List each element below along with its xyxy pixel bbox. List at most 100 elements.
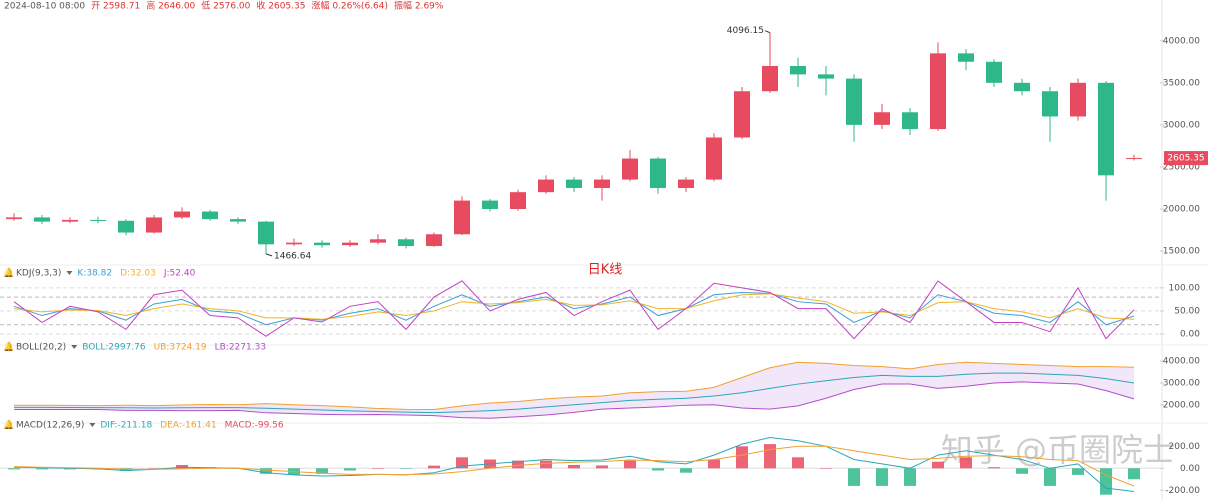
low-annotation: 1466.64 — [274, 251, 311, 261]
macd-bar — [316, 468, 328, 474]
y-tick-label: 100.00 — [1169, 283, 1201, 293]
candle-body — [342, 242, 358, 246]
candle-body — [314, 242, 330, 246]
indicator-title: KDJ(9,3,3) — [16, 269, 61, 279]
y-tick-label: 4000.00 — [1163, 357, 1200, 367]
high-annotation: 4096.15 — [727, 26, 764, 36]
candle-body — [538, 179, 554, 193]
candle-body — [230, 219, 246, 222]
macd-bar — [596, 465, 608, 469]
macd-bar — [568, 465, 580, 469]
annotation-line — [265, 253, 273, 257]
legend-icon: 🔔 — [3, 268, 14, 279]
macd-bar — [904, 468, 916, 486]
macd-bar — [624, 460, 636, 469]
candle-body — [1042, 91, 1058, 117]
annotation-line — [764, 30, 771, 34]
candle-body — [286, 242, 302, 245]
header-item: 收 2605.35 — [256, 0, 305, 12]
y-tick-label: 200.00 — [1169, 442, 1201, 452]
candle-body — [706, 137, 722, 180]
header-datetime: 2024-08-10 08:00 — [4, 2, 85, 12]
candle-body — [426, 234, 442, 247]
macd-bar — [64, 468, 76, 470]
candle-body — [510, 192, 526, 210]
macd-bar — [1044, 468, 1056, 486]
candle-body — [146, 217, 162, 233]
candle-body — [902, 112, 918, 130]
candle-body — [118, 220, 134, 233]
chart-title: 日K线 — [588, 263, 623, 278]
candle-body — [650, 158, 666, 188]
macd-bar — [344, 468, 356, 471]
legend-entry: BOLL:2997.76 — [82, 343, 146, 353]
header-item: 开 2598.71 — [91, 1, 140, 12]
candle-body — [174, 211, 190, 218]
macd-bar — [764, 444, 776, 469]
y-tick-label: 0.00 — [1180, 330, 1200, 340]
candle-body — [454, 200, 470, 235]
candle-body — [930, 53, 946, 130]
legend-entry: DIF:-211.18 — [100, 421, 152, 431]
header-item: 振幅 2.69% — [394, 0, 444, 12]
macd-bar — [876, 468, 888, 486]
legend-entry: UB:3724.19 — [154, 343, 207, 353]
candle-body — [790, 65, 806, 75]
macd-bar — [652, 468, 664, 471]
macd-bar — [792, 457, 804, 469]
macd-bar — [960, 457, 972, 469]
candle-body — [482, 200, 498, 210]
indicator-title: MACD(12,26,9) — [16, 421, 84, 431]
macd-bar — [512, 460, 524, 469]
macd-bar — [820, 468, 832, 469]
macd-bar — [540, 460, 552, 469]
legend-entry: MACD:-99.56 — [225, 421, 284, 431]
candle-body — [370, 239, 386, 243]
macd-bar — [1128, 468, 1140, 480]
y-tick-label: 2500.00 — [1163, 162, 1200, 172]
candle-body — [1014, 82, 1030, 92]
indicator-line — [14, 381, 1135, 419]
legend-caret — [89, 423, 96, 427]
macd-bar — [736, 446, 748, 469]
candle-body — [202, 211, 218, 220]
candle-body — [6, 217, 22, 220]
candle-body — [986, 61, 1002, 83]
macd-bar — [988, 467, 1000, 469]
candle-body — [1070, 82, 1086, 117]
indicator-line — [13, 436, 1135, 493]
candle-body — [594, 179, 610, 188]
legend-icon: 🔔 — [3, 342, 14, 353]
y-tick-label: 3000.00 — [1163, 378, 1200, 388]
candle-body — [258, 221, 274, 245]
macd-bar — [456, 457, 468, 469]
candle-body — [398, 239, 414, 247]
macd-bar — [400, 468, 412, 469]
macd-bar — [8, 468, 20, 470]
macd-bar — [148, 468, 160, 469]
y-tick-label: 2000.00 — [1163, 400, 1200, 410]
macd-bar — [708, 459, 720, 469]
candle-body — [874, 112, 890, 125]
candle-body — [34, 217, 50, 222]
legend-entry: K:38.82 — [77, 269, 112, 279]
macd-bar — [932, 461, 944, 469]
legend-caret — [66, 271, 73, 275]
legend-icon: 🔔 — [3, 420, 14, 431]
candle-body — [958, 53, 974, 62]
macd-bar — [372, 468, 384, 469]
y-tick-label: 3500.00 — [1163, 78, 1200, 88]
candle-body — [678, 179, 694, 188]
watermark: 知乎 @币圈院士 — [941, 431, 1175, 469]
last-price-badge — [1164, 151, 1208, 166]
macd-bar — [428, 465, 440, 469]
macd-bar — [36, 468, 48, 470]
macd-bar — [1016, 468, 1028, 474]
macd-bar — [176, 465, 188, 469]
y-tick-label: -200.00 — [1165, 486, 1200, 496]
candle-body — [734, 91, 750, 138]
candle-body — [818, 74, 834, 79]
band-fill — [14, 362, 1134, 419]
candle-body — [622, 158, 638, 180]
indicator-line — [13, 280, 1135, 340]
